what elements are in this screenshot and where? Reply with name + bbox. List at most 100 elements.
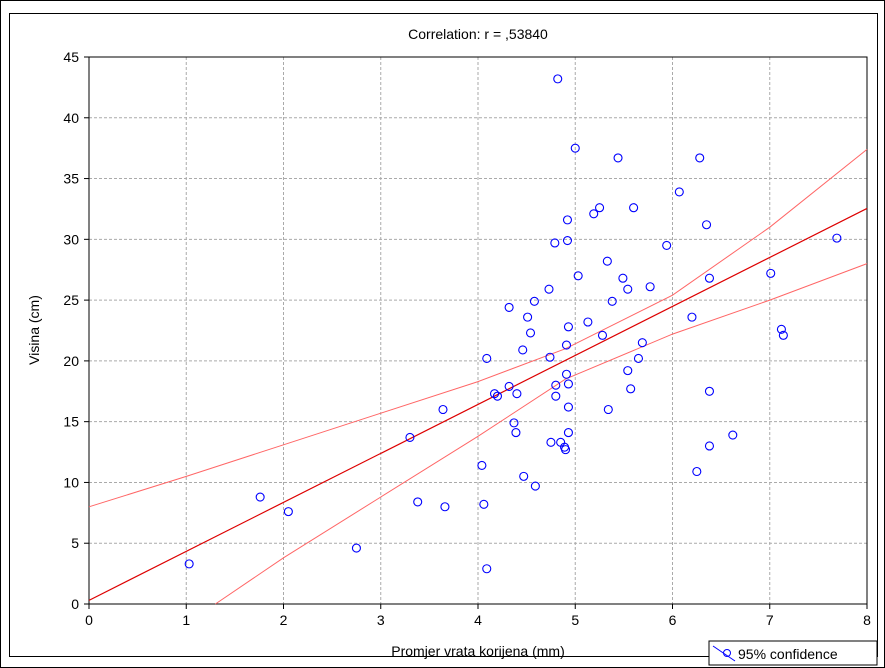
- data-point: [561, 369, 572, 379]
- data-point: [512, 389, 522, 399]
- y-tick-label: 20: [63, 353, 79, 369]
- confidence-band-upper: [88, 149, 868, 508]
- data-point: [589, 209, 599, 219]
- data-point: [440, 502, 450, 512]
- regression-line-group: [88, 207, 868, 601]
- data-point: [489, 389, 500, 399]
- data-point: [607, 296, 617, 306]
- data-point: [597, 330, 608, 340]
- data-point: [563, 428, 573, 438]
- data-point: [351, 543, 361, 553]
- data-point: [492, 391, 503, 401]
- data-point: [553, 74, 563, 84]
- data-point: [504, 302, 514, 312]
- y-tick-label: 15: [63, 414, 79, 430]
- data-point: [728, 430, 738, 440]
- y-tick-label: 0: [71, 596, 79, 612]
- data-point: [637, 338, 647, 348]
- data-point: [525, 328, 536, 338]
- data-point: [618, 273, 628, 283]
- x-tick-label: 8: [863, 612, 871, 628]
- x-tick-label: 2: [280, 612, 288, 628]
- data-point: [695, 153, 705, 163]
- x-tick-label: 7: [766, 612, 774, 628]
- data-point: [438, 404, 448, 415]
- data-point: [283, 507, 293, 517]
- data-point: [523, 312, 533, 322]
- data-point: [626, 384, 636, 394]
- data-points: [184, 74, 842, 574]
- data-point: [766, 268, 776, 278]
- y-tick-label: 5: [71, 535, 79, 551]
- x-tick-label: 6: [669, 612, 677, 628]
- data-point: [413, 497, 423, 507]
- data-point: [529, 296, 539, 306]
- y-tick-label: 45: [63, 49, 79, 65]
- data-point: [563, 379, 573, 389]
- legend-label: 95% confidence: [738, 646, 838, 662]
- data-point: [583, 317, 593, 327]
- chart-panel: [9, 13, 878, 657]
- data-point: [561, 340, 572, 350]
- y-tick-label: 40: [63, 110, 79, 126]
- data-point: [595, 203, 605, 213]
- data-point: [511, 428, 521, 438]
- data-point: [509, 418, 519, 428]
- x-axis-title: Promjer vrata korijena (mm): [391, 643, 564, 659]
- data-point: [662, 240, 672, 250]
- x-tick-label: 3: [377, 612, 385, 628]
- data-point: [602, 256, 612, 266]
- data-point: [519, 471, 529, 481]
- data-point: [704, 273, 715, 283]
- data-point: [832, 233, 842, 243]
- data-point: [623, 366, 633, 376]
- confidence-band: [88, 149, 868, 605]
- chart-title: Correlation: r = ,53840: [408, 26, 548, 42]
- regression-line: [88, 207, 868, 601]
- data-point: [546, 437, 556, 447]
- data-point: [184, 559, 194, 569]
- data-point: [629, 203, 639, 213]
- data-point: [405, 432, 415, 443]
- y-tick-label: 30: [63, 231, 79, 247]
- data-point: [704, 441, 715, 451]
- data-point: [550, 238, 560, 248]
- data-point: [504, 381, 514, 391]
- data-point: [687, 312, 697, 322]
- data-point: [545, 352, 555, 362]
- data-point: [482, 353, 492, 364]
- y-axis-title: Visina (cm): [26, 295, 42, 365]
- y-tick-label: 25: [63, 292, 79, 308]
- data-point: [778, 330, 788, 340]
- legend-box: [708, 640, 878, 666]
- y-tick-label: 10: [63, 474, 79, 490]
- grid-layer: [89, 57, 867, 604]
- data-point: [563, 402, 573, 412]
- data-point: [613, 153, 623, 163]
- x-tick-label: 5: [571, 612, 579, 628]
- data-point: [704, 386, 715, 396]
- data-point: [551, 380, 561, 390]
- data-point: [551, 391, 561, 401]
- y-tick-label: 35: [63, 171, 79, 187]
- data-point: [530, 481, 540, 491]
- x-tick-label: 4: [474, 612, 482, 628]
- x-tick-label: 0: [85, 612, 93, 628]
- data-point: [479, 499, 489, 509]
- data-point: [701, 220, 712, 230]
- legend-marker-icon: [723, 649, 731, 657]
- data-point: [674, 187, 684, 197]
- data-point: [573, 271, 583, 281]
- data-point: [482, 564, 492, 574]
- x-tick-label: 1: [182, 612, 190, 628]
- data-point: [518, 345, 528, 355]
- data-point: [603, 404, 613, 415]
- confidence-band-lower: [215, 263, 868, 605]
- data-point: [477, 460, 487, 470]
- data-point: [633, 353, 644, 364]
- data-point: [570, 143, 580, 153]
- data-point: [692, 466, 702, 477]
- data-point: [623, 284, 633, 294]
